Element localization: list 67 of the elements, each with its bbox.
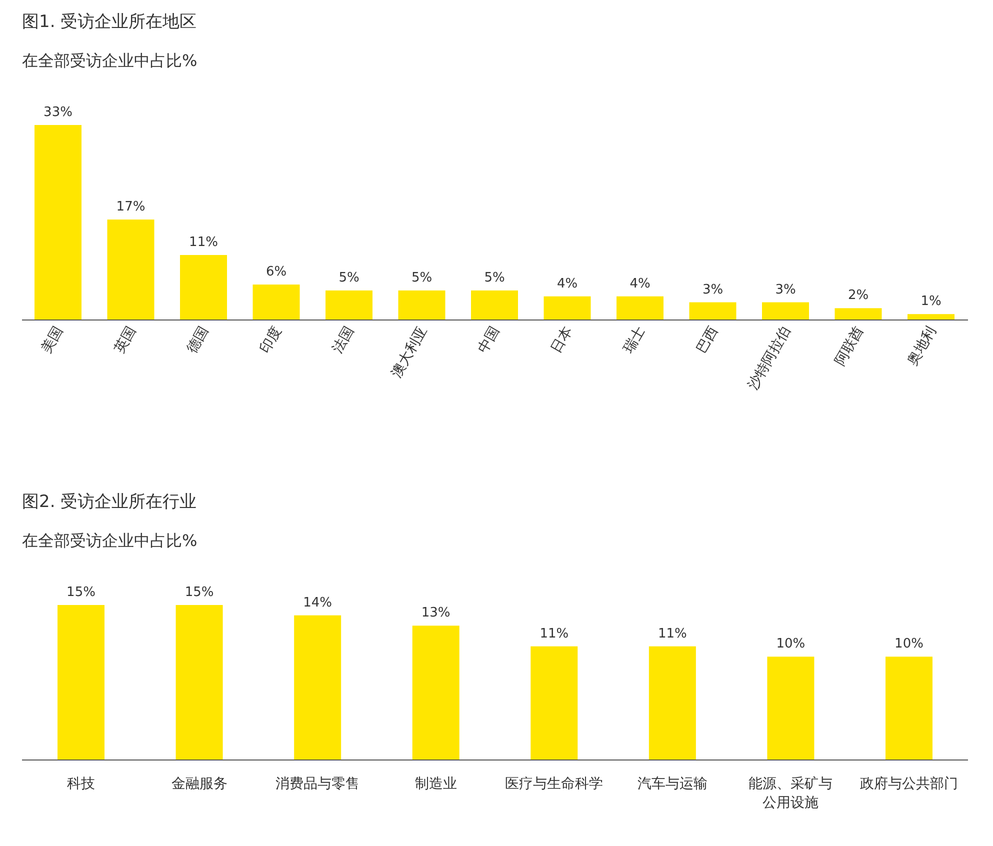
data-label: 5% [484,270,505,286]
x-tick-label: 印度 [256,324,285,356]
bar [412,626,460,760]
data-label: 15% [66,585,96,600]
x-tick-label: 日本 [548,324,576,356]
bar [471,290,518,320]
x-tick-label: 沙特阿拉伯 [745,324,794,393]
data-label: 14% [303,595,332,610]
x-tick-label: 能源、采矿与公用设施 [748,776,833,811]
x-tick-label: 科技 [67,776,95,792]
data-label: 11% [540,626,569,642]
data-label: 2% [848,288,869,304]
x-tick-label: 巴西 [693,324,722,356]
bar [689,302,736,320]
bar [294,615,342,760]
x-tick-label: 政府与公共部门 [860,776,958,792]
x-tick-label: 奥地利 [904,324,940,368]
x-tick-label: 医疗与生命科学 [505,776,604,792]
bar [398,290,446,320]
data-label: 10% [894,636,924,652]
bar [180,255,227,320]
data-label: 11% [658,626,687,642]
bar [648,646,696,760]
x-tick-label: 中国 [475,324,503,356]
data-label: 3% [775,282,796,298]
x-tick-label: 澳大利亚 [388,324,430,380]
chart-title: 图2. 受访企业所在行业 [22,492,197,512]
chart-title: 图1. 受访企业所在地区 [22,12,197,32]
data-label: 11% [189,235,218,250]
x-tick-label: 法国 [330,324,358,356]
data-label: 10% [776,636,806,652]
x-tick-label: 金融服务 [171,776,228,792]
x-tick-label: 瑞士 [620,324,648,356]
chart-subtitle: 在全部受访企业中占比% [22,531,198,550]
data-label: 3% [702,282,724,298]
x-tick-label: 消费品与零售 [276,776,360,792]
bar [326,290,372,320]
data-label: 17% [116,200,146,215]
bar [176,605,223,760]
bar [58,605,104,760]
data-label: 5% [338,270,360,286]
bar [767,656,814,760]
data-label: 4% [556,276,578,292]
data-label: 1% [920,294,942,310]
x-tick-label: 美国 [38,324,66,356]
x-tick-label: 德国 [184,324,212,356]
x-tick-label: 制造业 [414,776,457,792]
x-tick-label: 英国 [111,324,140,356]
bar [616,296,664,320]
bar [530,646,578,760]
bar [762,302,809,320]
bar [34,125,82,320]
chart-subtitle: 在全部受访企业中占比% [22,51,198,70]
bar [908,314,954,320]
bar [834,308,882,320]
data-label: 15% [184,585,214,600]
bar [886,656,932,760]
data-label: 13% [421,606,450,621]
x-tick-label: 汽车与运输 [637,776,708,792]
x-tick-label: 阿联酋 [832,324,867,368]
bar [107,220,154,320]
data-label: 33% [44,105,72,120]
bar [544,296,591,320]
data-label: 6% [266,264,287,280]
bar [252,284,300,320]
data-label: 5% [411,270,432,286]
data-label: 4% [630,276,650,292]
